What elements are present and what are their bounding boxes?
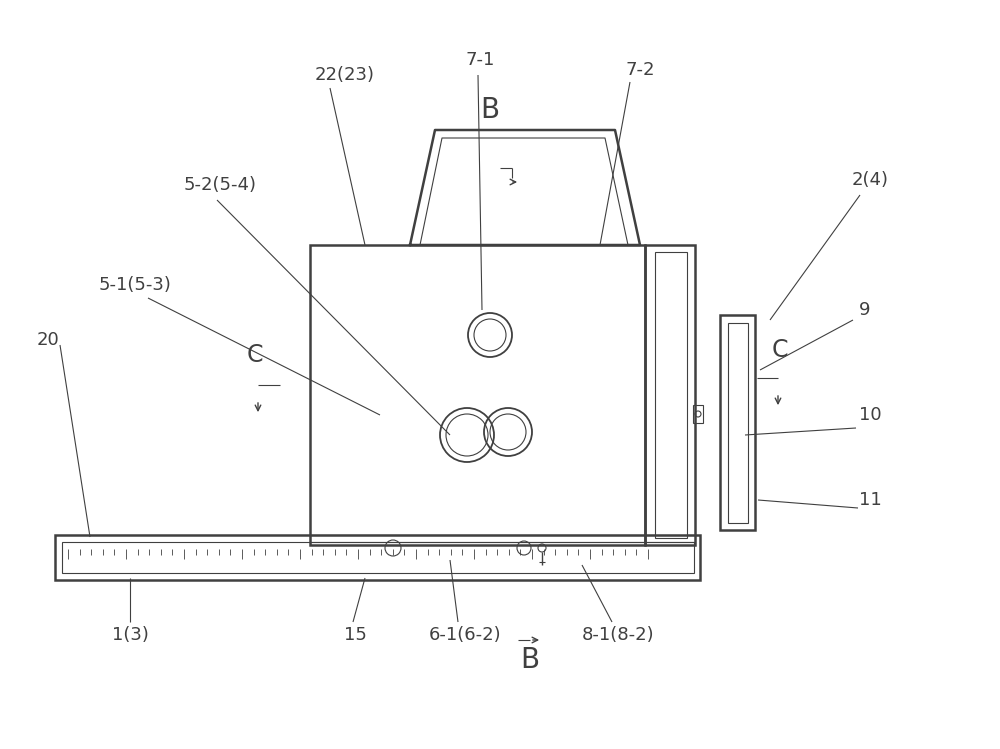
Text: 20: 20 <box>37 331 59 349</box>
Text: 7-2: 7-2 <box>625 61 655 79</box>
Text: 9: 9 <box>859 301 871 319</box>
Bar <box>693 405 703 423</box>
Text: C: C <box>772 338 788 362</box>
Text: B: B <box>520 646 540 674</box>
Text: 10: 10 <box>859 406 881 424</box>
Text: 11: 11 <box>859 491 881 509</box>
Text: 15: 15 <box>344 626 366 644</box>
Bar <box>728 323 748 523</box>
Bar <box>655 252 687 538</box>
Text: 1(3): 1(3) <box>112 626 148 644</box>
Text: B: B <box>480 96 500 124</box>
Text: 6-1(6-2): 6-1(6-2) <box>429 626 501 644</box>
Text: 8-1(8-2): 8-1(8-2) <box>582 626 654 644</box>
Text: 7-1: 7-1 <box>465 51 495 69</box>
Text: C: C <box>247 343 263 367</box>
Text: 5-1(5-3): 5-1(5-3) <box>99 276 171 294</box>
Bar <box>310 245 645 545</box>
Bar <box>55 535 700 580</box>
Bar <box>62 542 694 573</box>
Text: 22(23): 22(23) <box>315 66 375 84</box>
Bar <box>720 315 755 530</box>
Text: 2(4): 2(4) <box>852 171 889 189</box>
Bar <box>645 245 695 545</box>
Text: 5-2(5-4): 5-2(5-4) <box>184 176 256 194</box>
